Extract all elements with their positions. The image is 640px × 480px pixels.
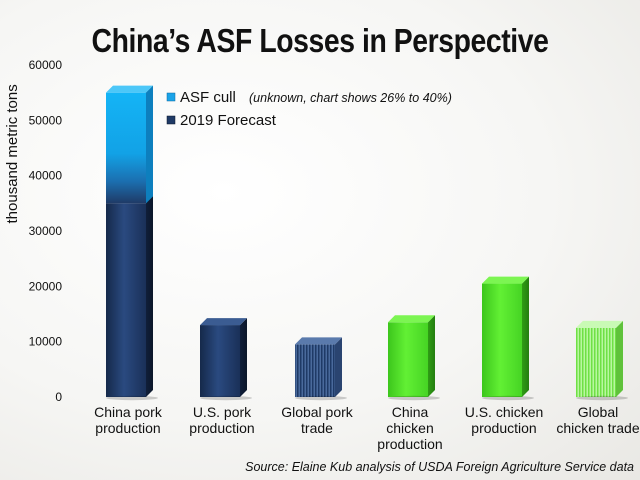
legend-label-asf-cull: ASF cull — [180, 89, 236, 106]
bar-2019-forecast — [388, 322, 428, 397]
bar-side — [522, 276, 529, 397]
bar-asf-cull-side — [146, 85, 153, 204]
bar-group — [295, 337, 347, 401]
y-tick-label: 10000 — [29, 335, 63, 349]
category-label-line: production — [471, 420, 536, 436]
bar-top — [482, 276, 529, 284]
source-note: Source: Elaine Kub analysis of USDA Fore… — [245, 460, 634, 474]
category-label: Global chicken trade — [556, 404, 639, 436]
bar-shadow — [295, 395, 347, 401]
category-label-line: chicken — [386, 420, 433, 436]
bar-group — [106, 85, 158, 401]
y-tick-label: 50000 — [29, 113, 63, 127]
category-label-line: U.S. pork — [193, 404, 252, 420]
y-tick-label: 60000 — [29, 58, 63, 72]
bar-top — [388, 315, 435, 323]
bar-side — [616, 320, 623, 397]
y-tick-label: 30000 — [29, 224, 63, 238]
category-label: China pork production — [94, 404, 163, 436]
category-label-line: trade — [301, 420, 333, 436]
category-label: Global pork trade — [281, 404, 354, 436]
legend-swatch-asf-cull — [166, 92, 176, 102]
bar-side — [240, 318, 247, 397]
category-label: China chicken production — [377, 404, 442, 452]
bar-shadow — [106, 395, 158, 401]
category-label-line: production — [377, 436, 442, 452]
y-tick-label: 20000 — [29, 279, 63, 293]
category-label: U.S. chicken production — [465, 404, 544, 436]
legend-item-2019-forecast: 2019 Forecast — [166, 112, 277, 129]
bar-group — [482, 276, 534, 401]
y-tick-label: 40000 — [29, 169, 63, 183]
category-label-line: chicken trade — [556, 420, 639, 436]
bar-2019-forecast — [576, 327, 616, 397]
bar-asf-cull — [106, 92, 146, 204]
bar-2019-forecast — [295, 344, 335, 397]
bar-group — [388, 315, 440, 401]
bar-top — [295, 337, 342, 345]
chart-title: China’s ASF Losses in Perspective — [91, 22, 549, 59]
legend-label-2019-forecast: 2019 Forecast — [180, 112, 277, 129]
bars — [106, 85, 628, 401]
bar-group — [200, 318, 252, 401]
legend-item-asf-cull: ASF cull (unknown, chart shows 26% to 40… — [166, 89, 452, 106]
bar-top — [576, 320, 623, 328]
bar-shadow — [482, 395, 534, 401]
category-label: U.S. pork production — [189, 404, 254, 436]
category-label-line: production — [189, 420, 254, 436]
bar-top — [106, 85, 153, 93]
y-axis-ticks: 0 10000 20000 30000 40000 50000 60000 — [29, 58, 63, 404]
bar-2019-forecast — [106, 203, 146, 397]
bar-2019-forecast — [200, 325, 240, 397]
category-label-line: China — [392, 404, 429, 420]
category-label-line: Global pork — [281, 404, 354, 420]
bar-shadow — [200, 395, 252, 401]
legend-note-asf-cull: (unknown, chart shows 26% to 40%) — [249, 91, 452, 105]
category-label-line: China pork — [94, 404, 163, 420]
bar-top — [200, 318, 247, 326]
bar-side — [335, 337, 342, 397]
category-label-line: U.S. chicken — [465, 404, 544, 420]
bar-side — [428, 315, 435, 397]
y-tick-label: 0 — [55, 390, 62, 404]
legend: ASF cull (unknown, chart shows 26% to 40… — [166, 89, 452, 129]
category-label-line: production — [95, 420, 160, 436]
bar-2019-forecast — [482, 283, 522, 397]
category-label-line: Global — [578, 404, 618, 420]
bar-shadow — [388, 395, 440, 401]
legend-swatch-2019-forecast — [166, 115, 176, 125]
bar-shadow — [576, 395, 628, 401]
bar-group — [576, 320, 628, 401]
